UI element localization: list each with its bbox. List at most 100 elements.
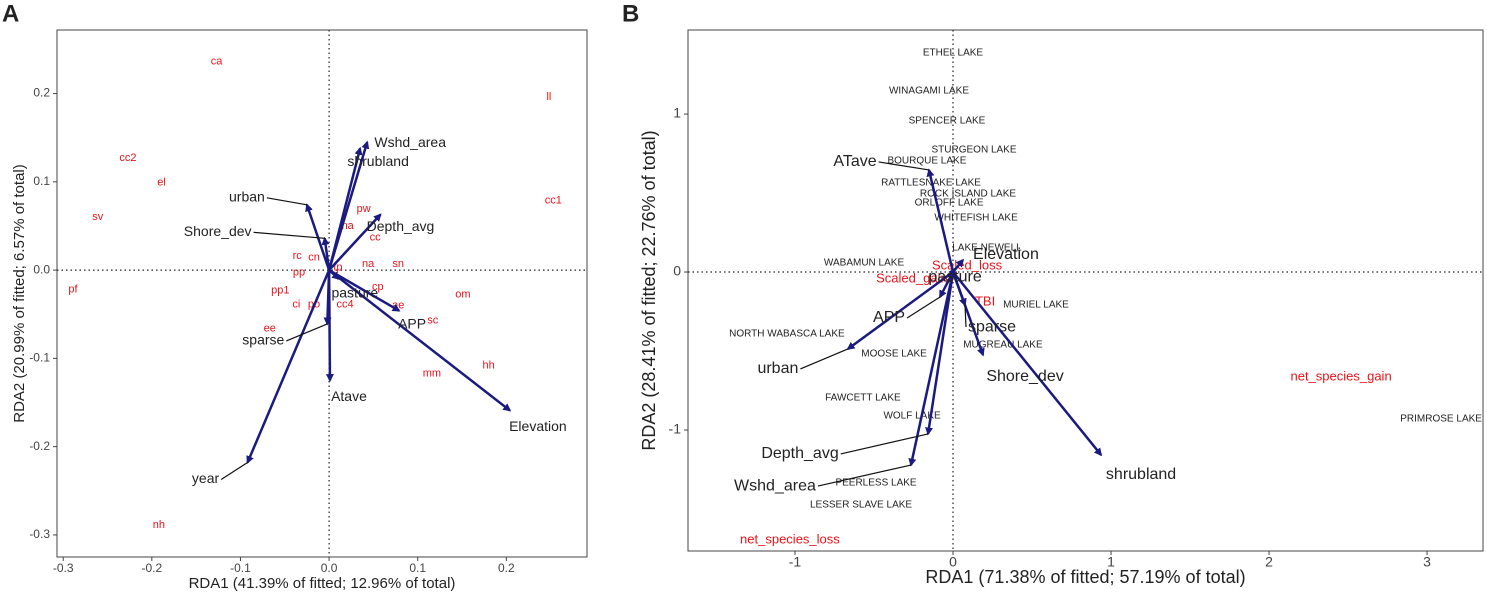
arrow-label: Elevation <box>509 418 567 434</box>
panel: A -0.3 -0.2 -0.1 0.0 0.1 0.2 -0.3 -0.2 -0.1 0.0 0.1… <box>2 0 588 592</box>
point-label: rc <box>293 250 303 262</box>
point-label: na <box>342 220 355 232</box>
point-label: om <box>455 289 470 301</box>
arrow <box>925 271 955 436</box>
point-label: cc2 <box>119 152 136 164</box>
point-label: WINAGAMI LAKE <box>889 86 969 97</box>
x-tick-label: 0.2 <box>498 561 515 575</box>
arrow <box>951 271 985 357</box>
x-axis-title: RDA1 (41.39% of fitted; 12.96% of total) <box>189 575 456 592</box>
point-label: PEERLESS LAKE <box>835 478 916 489</box>
arrow-label: APP <box>398 315 426 331</box>
arrow <box>926 168 955 273</box>
label-leader <box>878 161 930 171</box>
arrow-label: urban <box>757 360 798 377</box>
point-label: pw <box>357 203 371 215</box>
arrow <box>327 146 363 271</box>
point-label: MURIEL LAKE <box>1003 300 1069 311</box>
y-tick-label: 1 <box>673 105 681 121</box>
label-leader <box>964 305 967 328</box>
point-label: cp <box>372 281 384 293</box>
arrow-label: Elevation <box>973 246 1039 263</box>
label-leader <box>220 462 248 481</box>
y-axis-title: RDA2 (28.41% of fitted; 22.76% of total) <box>639 130 659 450</box>
arrow-label: shrubland <box>1106 466 1176 483</box>
point-label: ci <box>292 298 300 310</box>
y-tick-label: -0.3 <box>29 527 50 541</box>
arrow-label: Wshd_area <box>374 134 446 150</box>
arrow <box>328 269 401 312</box>
plot-frame <box>56 29 588 558</box>
point-label: Scaled_gain <box>876 270 948 285</box>
label-leader <box>253 231 325 239</box>
point-label: cc <box>370 231 382 243</box>
label-leader <box>800 348 849 370</box>
point-label: FAWCETT LAKE <box>825 393 901 404</box>
y-tick-label: 0.0 <box>33 262 50 276</box>
point-label: cc1 <box>545 194 562 206</box>
arrow-label: pasture <box>928 268 981 285</box>
point-label: WHITEFISH LAKE <box>934 213 1018 224</box>
arrow-label: Shore_dev <box>184 223 252 239</box>
point-label: ll <box>546 91 551 103</box>
plot-frame <box>687 29 1484 552</box>
x-tick-label: 0 <box>949 554 957 570</box>
panel-letter: A <box>2 0 19 27</box>
y-tick-label: 0 <box>673 263 681 279</box>
label-leader <box>906 296 941 319</box>
point-label: net_species_gain <box>1290 369 1391 384</box>
point-label: MOOSE LAKE <box>861 349 927 360</box>
arrow-label: Wshd_area <box>734 477 816 494</box>
y-tick-label: -0.2 <box>29 439 50 453</box>
point-label: nh <box>153 519 165 531</box>
point-label: MUGREAU LAKE <box>963 340 1043 351</box>
arrow-label: ATave <box>833 153 876 170</box>
panel-letter: B <box>622 0 639 27</box>
arrow <box>328 269 512 412</box>
point-label: LAKE NEWELL <box>952 243 1022 254</box>
x-tick-label: 0.0 <box>321 561 338 575</box>
point-label: sn <box>392 258 404 270</box>
point-label: na <box>362 258 375 270</box>
arrow <box>328 213 382 271</box>
point-label: ca <box>211 56 224 68</box>
point-label: pp <box>293 267 305 279</box>
point-label: WABAMUN LAKE <box>824 258 905 269</box>
point-label: sc <box>427 314 439 326</box>
point-label: mm <box>423 367 441 379</box>
arrow-label: Depth_avg <box>761 445 838 462</box>
y-tick-label: -1 <box>669 421 682 437</box>
point-label: ROCK ISLAND LAKE <box>920 189 1016 200</box>
arrow-label: Atave <box>331 388 367 404</box>
label-leader <box>266 197 308 206</box>
point-label: PRIMROSE LAKE <box>1400 414 1482 425</box>
point-label: NORTH WABASCA LAKE <box>729 329 845 340</box>
arrow-label: Shore_dev <box>986 368 1063 385</box>
x-tick-label: 2 <box>1265 554 1273 570</box>
point-label: pp1 <box>271 284 289 296</box>
arrow-label: shrubland <box>347 153 409 169</box>
x-tick-label: 1 <box>1107 554 1115 570</box>
label-leader <box>817 464 912 487</box>
arrow-label: sparse <box>968 318 1016 335</box>
point-label: WOLF LAKE <box>883 411 941 422</box>
x-tick-label: -0.1 <box>230 561 251 575</box>
point-label: tp <box>333 261 342 273</box>
x-tick-label: -0.2 <box>141 561 162 575</box>
arrow-label: year <box>192 470 220 486</box>
y-tick-label: 0.1 <box>33 174 50 188</box>
x-tick-label: -1 <box>789 554 802 570</box>
arrow <box>325 270 334 383</box>
point-label: LESSER SLAVE LAKE <box>810 500 912 511</box>
point-label: BOURQUE LAKE <box>887 156 966 167</box>
plot-area: Scaled_lossScaled_gainTBInet_species_gai… <box>729 48 1482 547</box>
point-label: hh <box>482 359 494 371</box>
point-label: ORLOFF LAKE <box>915 198 984 209</box>
arrow-label: sparse <box>242 332 284 348</box>
label-leader <box>840 433 929 455</box>
arrow <box>908 271 955 467</box>
arrow-label: Depth_avg <box>367 218 435 234</box>
x-tick-label: 0.1 <box>409 561 426 575</box>
